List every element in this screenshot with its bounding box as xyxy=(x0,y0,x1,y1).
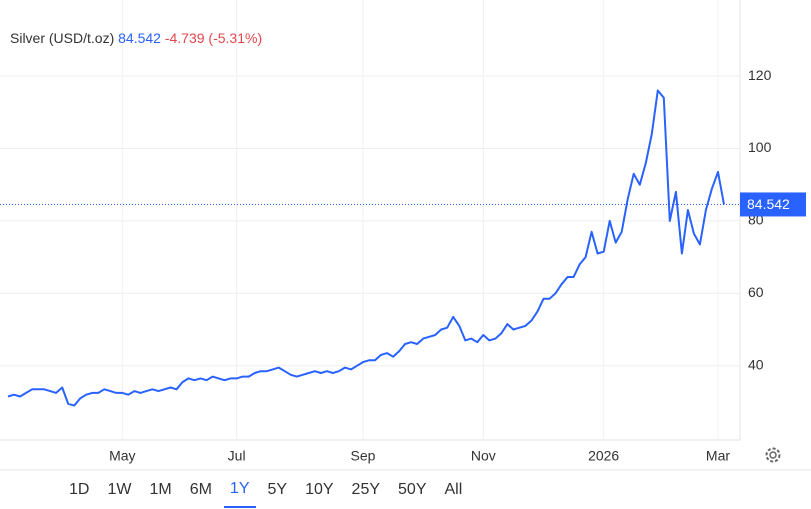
price-change: -4.739 (-5.31%) xyxy=(165,30,262,46)
y-tick-label: 120 xyxy=(748,67,772,83)
last-price-box xyxy=(740,192,806,217)
x-tick-label: May xyxy=(109,448,135,464)
last-price: 84.542 xyxy=(118,30,161,46)
y-tick-label: 40 xyxy=(748,356,764,372)
range-button[interactable]: 25Y xyxy=(346,474,386,508)
x-tick-label: Jul xyxy=(228,448,246,464)
x-tick-label: Sep xyxy=(351,448,376,464)
range-button[interactable]: 50Y xyxy=(392,474,432,508)
range-button[interactable]: 1Y xyxy=(223,474,256,508)
y-tick-label: 60 xyxy=(748,284,764,300)
range-button[interactable]: All xyxy=(438,474,468,508)
price-line xyxy=(7,89,725,407)
range-selector: 1D 1W 1M 6M 1Y 5Y 10Y 25Y 50Y All xyxy=(60,474,471,508)
x-tick-label: Mar xyxy=(706,448,730,464)
range-button[interactable]: 1M xyxy=(143,474,177,508)
range-button[interactable]: 1D xyxy=(63,474,95,508)
range-button[interactable]: 6M xyxy=(184,474,218,508)
y-tick-label: 100 xyxy=(748,139,772,155)
header: Silver (USD/t.oz) 84.542 -4.739 (-5.31%) xyxy=(10,30,262,46)
range-button[interactable]: 1W xyxy=(101,474,137,508)
last-price-label: 84.542 xyxy=(747,196,790,212)
settings-icon[interactable] xyxy=(765,447,781,463)
range-button[interactable]: 5Y xyxy=(262,474,294,508)
x-tick-label: Nov xyxy=(471,448,496,464)
instrument-title: Silver (USD/t.oz) xyxy=(10,30,114,46)
x-tick-label: 2026 xyxy=(588,448,619,464)
range-button[interactable]: 10Y xyxy=(299,474,339,508)
